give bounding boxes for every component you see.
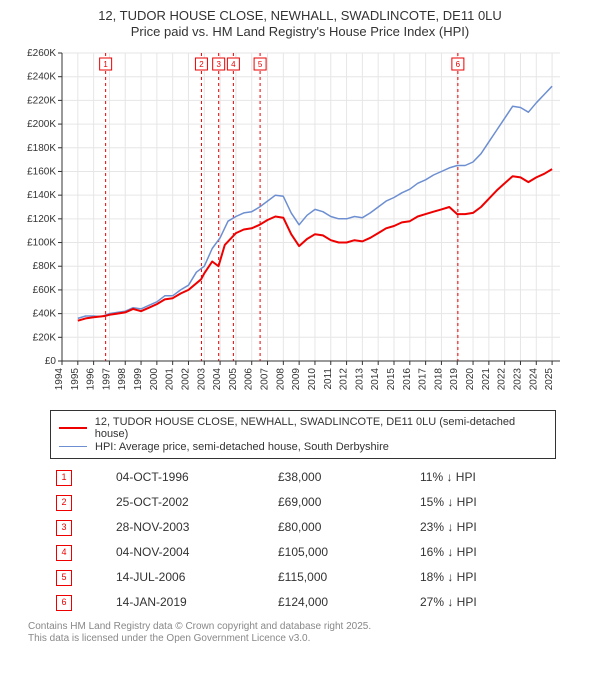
sale-marker-6-icon: 6: [56, 595, 72, 611]
y-tick-label: £100K: [27, 237, 56, 248]
sale-price: £124,000: [272, 590, 414, 615]
sale-date: 04-NOV-2004: [110, 540, 272, 565]
sale-date: 25-OCT-2002: [110, 490, 272, 515]
table-row: 4 04-NOV-2004£105,00016% ↓ HPI: [50, 540, 556, 565]
y-tick-label: £240K: [27, 71, 56, 82]
sale-price: £105,000: [272, 540, 414, 565]
x-tick-label: 1996: [86, 367, 97, 390]
legend-label-hpi: HPI: Average price, semi-detached house,…: [95, 441, 389, 453]
table-row: 5 14-JUL-2006£115,00018% ↓ HPI: [50, 565, 556, 590]
x-tick-label: 2016: [402, 367, 413, 390]
x-tick-label: 2006: [244, 367, 255, 390]
sale-marker-4-icon: 4: [56, 545, 72, 561]
y-tick-label: £120K: [27, 213, 56, 224]
legend-row-property: 12, TUDOR HOUSE CLOSE, NEWHALL, SWADLINC…: [59, 416, 547, 440]
x-tick-label: 2011: [323, 367, 334, 389]
x-tick-label: 2008: [275, 367, 286, 390]
x-tick-label: 2001: [165, 367, 176, 390]
x-tick-label: 2018: [433, 367, 444, 390]
legend-swatch-property: [59, 427, 87, 429]
x-tick-label: 2015: [386, 367, 397, 390]
legend-box: 12, TUDOR HOUSE CLOSE, NEWHALL, SWADLINC…: [50, 410, 556, 459]
x-tick-label: 2024: [528, 367, 539, 390]
y-tick-label: £160K: [27, 166, 56, 177]
x-tick-label: 2025: [544, 367, 555, 390]
price-chart: £0 £20K £40K £60K £80K £100K £120K £140K £160K £1…: [14, 47, 574, 395]
sale-delta: 27% ↓ HPI: [414, 590, 556, 615]
sale-delta: 15% ↓ HPI: [414, 490, 556, 515]
x-tick-label: 2007: [260, 367, 271, 390]
chart-area: £0 £20K £40K £60K £80K £100K £120K £140K £160K £1…: [14, 47, 586, 400]
x-tick-label: 2020: [465, 367, 476, 390]
x-tick-label: 2005: [228, 367, 239, 390]
x-tick-label: 2014: [370, 367, 381, 390]
svg-text:3: 3: [216, 60, 221, 69]
sale-date: 14-JUL-2006: [110, 565, 272, 590]
x-tick-label: 2010: [307, 367, 318, 390]
y-tick-label: £220K: [27, 95, 56, 106]
x-tick-label: 1999: [133, 367, 144, 390]
x-tick-label: 2023: [512, 367, 523, 390]
x-tick-label: 1995: [70, 367, 81, 390]
x-tick-label: 2009: [291, 367, 302, 390]
sale-price: £38,000: [272, 465, 414, 490]
sale-date: 04-OCT-1996: [110, 465, 272, 490]
table-row: 2 25-OCT-2002£69,00015% ↓ HPI: [50, 490, 556, 515]
x-tick-label: 1997: [101, 367, 112, 390]
sale-marker-2-icon: 2: [56, 495, 72, 511]
sale-delta: 18% ↓ HPI: [414, 565, 556, 590]
sale-price: £115,000: [272, 565, 414, 590]
x-tick-label: 1994: [54, 367, 65, 390]
footer-line1: Contains HM Land Registry data © Crown c…: [28, 621, 586, 634]
x-tick-label: 2004: [212, 367, 223, 390]
footer-line2: This data is licensed under the Open Gov…: [28, 633, 586, 646]
x-tick-label: 1998: [117, 367, 128, 390]
sale-delta: 23% ↓ HPI: [414, 515, 556, 540]
y-tick-label: £140K: [27, 190, 56, 201]
x-tick-label: 2013: [354, 367, 365, 390]
svg-text:6: 6: [456, 60, 461, 69]
x-tick-label: 2021: [481, 367, 492, 390]
legend-swatch-hpi: [59, 446, 87, 447]
x-tick-label: 2022: [497, 367, 508, 390]
x-tick-label: 2003: [196, 367, 207, 390]
sale-marker-5-icon: 5: [56, 570, 72, 586]
y-tick-label: £20K: [33, 332, 57, 343]
sale-price: £69,000: [272, 490, 414, 515]
y-tick-label: £60K: [33, 284, 57, 295]
x-tick-label: 2019: [449, 367, 460, 390]
sale-marker-3-icon: 3: [56, 520, 72, 536]
y-tick-label: £260K: [27, 48, 56, 59]
x-tick-label: 2002: [180, 367, 191, 390]
legend-label-property: 12, TUDOR HOUSE CLOSE, NEWHALL, SWADLINC…: [95, 416, 547, 440]
sale-delta: 16% ↓ HPI: [414, 540, 556, 565]
table-row: 3 28-NOV-2003£80,00023% ↓ HPI: [50, 515, 556, 540]
svg-text:1: 1: [103, 60, 108, 69]
svg-text:4: 4: [231, 60, 236, 69]
y-tick-label: £180K: [27, 142, 56, 153]
sale-price: £80,000: [272, 515, 414, 540]
chart-title-line2: Price paid vs. HM Land Registry's House …: [14, 24, 586, 40]
y-tick-label: £200K: [27, 119, 56, 130]
x-tick-label: 2012: [339, 367, 350, 390]
y-tick-label: £40K: [33, 308, 57, 319]
x-tick-label: 2017: [418, 367, 429, 390]
sale-date: 14-JAN-2019: [110, 590, 272, 615]
sales-table: 1 04-OCT-1996£38,00011% ↓ HPI 2 25-OCT-2002…: [50, 465, 556, 615]
sale-date: 28-NOV-2003: [110, 515, 272, 540]
svg-text:2: 2: [199, 60, 204, 69]
table-row: 6 14-JAN-2019£124,00027% ↓ HPI: [50, 590, 556, 615]
sale-delta: 11% ↓ HPI: [414, 465, 556, 490]
legend-row-hpi: HPI: Average price, semi-detached house,…: [59, 441, 547, 453]
x-tick-label: 2000: [149, 367, 160, 390]
svg-text:5: 5: [258, 60, 263, 69]
sale-marker-1-icon: 1: [56, 470, 72, 486]
table-row: 1 04-OCT-1996£38,00011% ↓ HPI: [50, 465, 556, 490]
chart-title-line1: 12, TUDOR HOUSE CLOSE, NEWHALL, SWADLINC…: [14, 8, 586, 24]
footer-attribution: Contains HM Land Registry data © Crown c…: [28, 621, 586, 646]
y-tick-label: £0: [45, 356, 57, 367]
y-tick-label: £80K: [33, 261, 57, 272]
